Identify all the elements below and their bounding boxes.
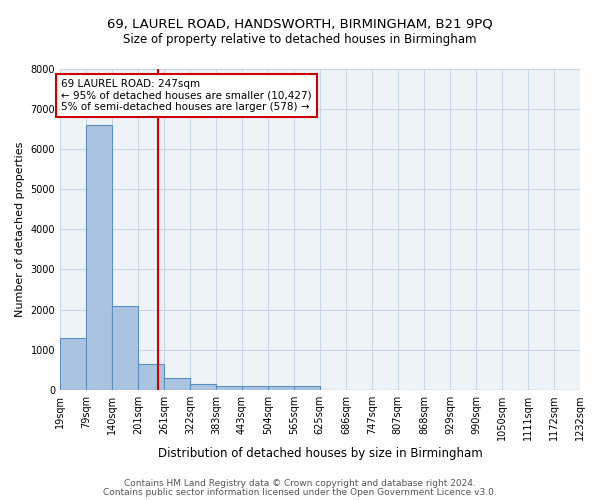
Bar bbox=[86, 125, 112, 390]
Bar bbox=[60, 338, 86, 390]
Text: Contains public sector information licensed under the Open Government Licence v3: Contains public sector information licen… bbox=[103, 488, 497, 497]
Bar bbox=[112, 306, 138, 390]
Bar bbox=[190, 384, 216, 390]
Bar bbox=[268, 386, 294, 390]
Text: 69 LAUREL ROAD: 247sqm
← 95% of detached houses are smaller (10,427)
5% of semi-: 69 LAUREL ROAD: 247sqm ← 95% of detached… bbox=[61, 79, 312, 112]
Text: Contains HM Land Registry data © Crown copyright and database right 2024.: Contains HM Land Registry data © Crown c… bbox=[124, 478, 476, 488]
Bar bbox=[164, 378, 190, 390]
Bar bbox=[294, 386, 320, 390]
Text: 69, LAUREL ROAD, HANDSWORTH, BIRMINGHAM, B21 9PQ: 69, LAUREL ROAD, HANDSWORTH, BIRMINGHAM,… bbox=[107, 18, 493, 30]
Bar bbox=[216, 386, 242, 390]
X-axis label: Distribution of detached houses by size in Birmingham: Distribution of detached houses by size … bbox=[158, 447, 482, 460]
Bar bbox=[138, 364, 164, 390]
Y-axis label: Number of detached properties: Number of detached properties bbox=[15, 142, 25, 317]
Bar bbox=[242, 386, 268, 390]
Text: Size of property relative to detached houses in Birmingham: Size of property relative to detached ho… bbox=[123, 32, 477, 46]
